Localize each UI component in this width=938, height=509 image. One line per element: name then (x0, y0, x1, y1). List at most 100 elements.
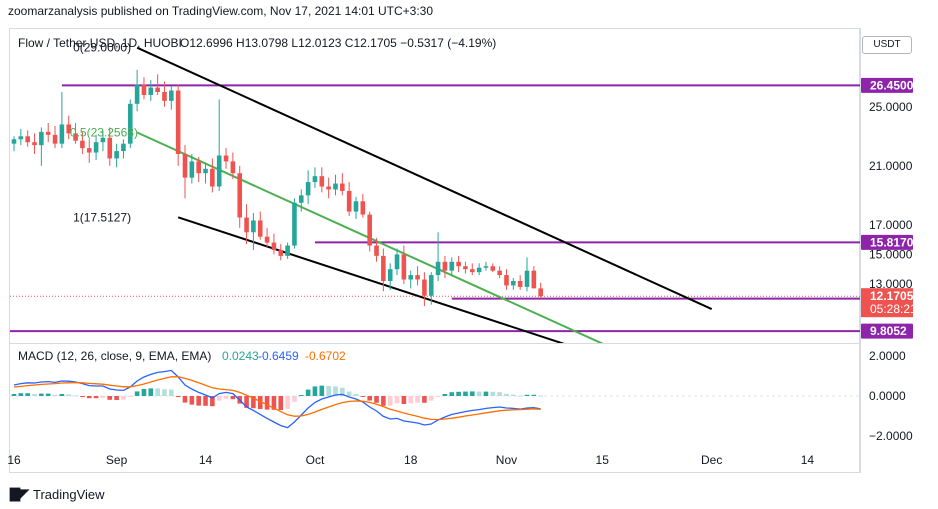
price-tick-label: 15.0000 (869, 247, 913, 261)
candle[interactable] (86, 139, 92, 163)
candle[interactable] (387, 263, 393, 290)
candle[interactable] (59, 92, 65, 149)
candle[interactable] (223, 148, 229, 169)
candle[interactable] (346, 182, 352, 217)
macd-signal-line[interactable] (13, 376, 541, 421)
pitchfork-upper-line[interactable] (136, 46, 713, 310)
candle[interactable] (326, 177, 331, 199)
candle[interactable] (237, 165, 243, 228)
candle[interactable] (189, 154, 195, 184)
candle[interactable] (127, 99, 133, 149)
candle[interactable] (114, 143, 119, 168)
candle[interactable] (442, 255, 448, 279)
macd-histogram-bar (141, 389, 147, 396)
candle[interactable] (333, 174, 338, 196)
candle[interactable] (360, 193, 366, 218)
candle[interactable] (490, 263, 496, 273)
candle[interactable] (141, 77, 147, 100)
candle[interactable] (463, 261, 468, 274)
candle[interactable] (298, 189, 304, 212)
candle[interactable] (435, 232, 441, 281)
candle[interactable] (100, 130, 106, 152)
candle[interactable] (18, 128, 24, 146)
candle[interactable] (162, 81, 167, 107)
candle[interactable] (11, 136, 17, 152)
footer-brand[interactable]: ▇◤ TradingView (10, 486, 105, 502)
candle-body (230, 161, 236, 174)
candle[interactable] (73, 123, 78, 144)
candle[interactable] (107, 127, 113, 166)
candle[interactable] (312, 167, 318, 188)
candle[interactable] (374, 238, 379, 262)
candle[interactable] (483, 261, 489, 271)
candle[interactable] (394, 248, 400, 276)
candle[interactable] (196, 156, 201, 183)
candle[interactable] (155, 74, 160, 95)
pitchfork-lower-line[interactable] (177, 216, 575, 347)
candle[interactable] (517, 275, 523, 290)
candle[interactable] (367, 211, 372, 252)
candle[interactable] (531, 266, 537, 289)
candle[interactable] (203, 162, 208, 184)
candle[interactable] (210, 158, 215, 193)
candle-body (285, 245, 290, 256)
macd-pane (10, 369, 860, 429)
level-price-tag-bg (861, 77, 913, 93)
candle[interactable] (121, 139, 126, 159)
candle[interactable] (32, 133, 37, 155)
candle[interactable] (52, 125, 58, 149)
candle[interactable] (305, 170, 311, 205)
candle[interactable] (469, 263, 475, 276)
candle[interactable] (80, 131, 85, 155)
currency-badge[interactable]: USDT (862, 36, 912, 54)
candle[interactable] (381, 248, 386, 292)
candle[interactable] (285, 242, 290, 259)
candle-body (11, 139, 17, 144)
candle[interactable] (401, 245, 407, 284)
candle[interactable] (230, 152, 236, 180)
macd-line[interactable] (13, 369, 541, 429)
candle[interactable] (216, 99, 222, 191)
candle[interactable] (66, 115, 72, 140)
candle[interactable] (353, 196, 359, 219)
candle[interactable] (476, 263, 482, 276)
candle[interactable] (93, 134, 99, 160)
candle[interactable] (169, 86, 174, 110)
candle-body (264, 236, 270, 243)
candle[interactable] (415, 266, 420, 286)
candle[interactable] (257, 211, 263, 240)
candle[interactable] (422, 272, 427, 307)
candle[interactable] (25, 130, 30, 147)
candle[interactable] (524, 257, 530, 292)
candle[interactable] (244, 204, 249, 245)
candle[interactable] (497, 266, 502, 279)
candle[interactable] (319, 167, 325, 193)
candle[interactable] (271, 233, 277, 255)
candle-body (511, 280, 516, 286)
candle[interactable] (511, 278, 516, 290)
candle[interactable] (148, 80, 154, 101)
candle[interactable] (428, 272, 434, 305)
candle-body (305, 182, 311, 196)
candle[interactable] (449, 257, 455, 276)
candle[interactable] (408, 270, 414, 289)
macd-title[interactable]: MACD (12, 26, close, 9, EMA, EMA) (18, 349, 211, 363)
candle[interactable] (504, 269, 509, 290)
level-price-tag: 26.4500 (861, 77, 914, 93)
candle[interactable] (292, 198, 297, 249)
candle[interactable] (340, 173, 345, 196)
ohlc-values: O12.6996 H13.0798 L12.0123 C12.1705 −0.5… (180, 36, 496, 50)
candle[interactable] (264, 227, 270, 248)
candle[interactable] (251, 213, 256, 250)
candle[interactable] (278, 244, 284, 261)
candle[interactable] (45, 123, 51, 143)
candle[interactable] (134, 69, 140, 112)
candle[interactable] (175, 84, 181, 166)
symbol-title[interactable]: Flow / Tether USD, 1D, HUOBI (18, 36, 182, 50)
candle[interactable] (538, 282, 543, 299)
candle[interactable] (456, 255, 461, 273)
candle-body (59, 124, 65, 144)
candle[interactable] (182, 145, 188, 199)
candle[interactable] (39, 127, 44, 166)
